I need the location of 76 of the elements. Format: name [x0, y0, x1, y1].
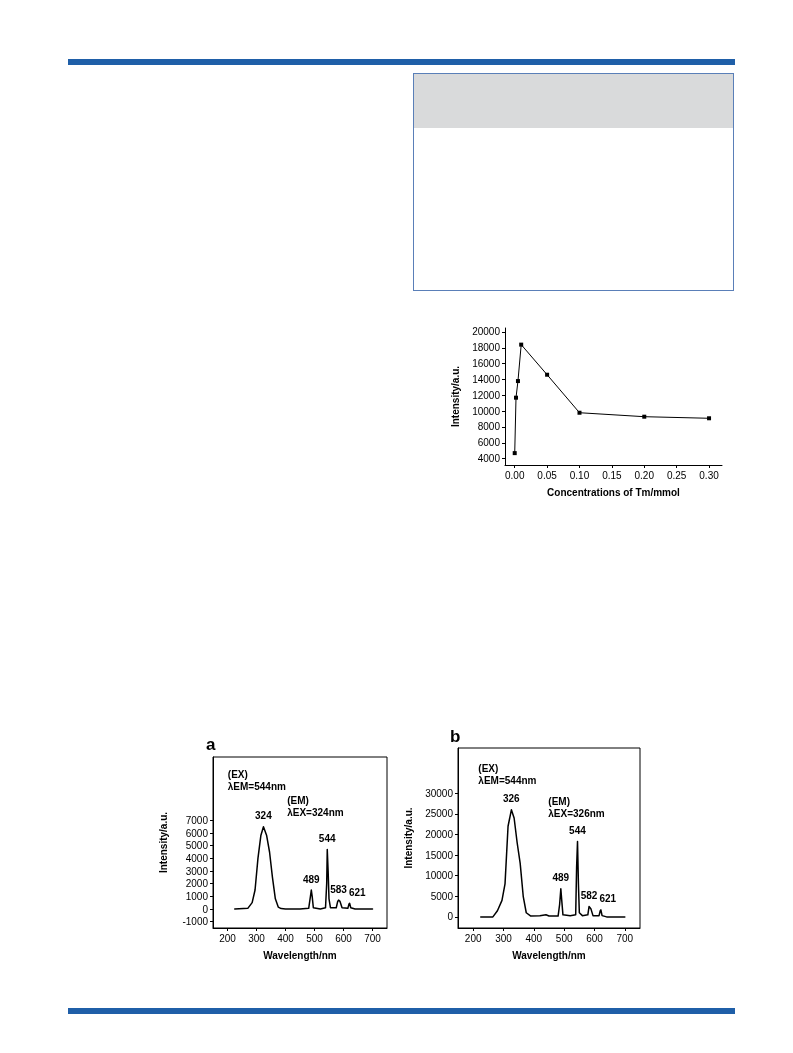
point [519, 342, 524, 347]
line-series [480, 809, 626, 918]
x-tick-label: 600 [586, 932, 604, 944]
x-tick-label: 700 [616, 932, 634, 944]
x-tick-label: 500 [306, 932, 324, 944]
point [707, 416, 712, 421]
annotation: 489 [552, 872, 570, 884]
annotation: 544 [318, 832, 336, 844]
y-tick-label: 2000 [185, 878, 209, 890]
annotation: 489 [302, 873, 321, 885]
x-tick-label: 300 [495, 932, 513, 944]
point [512, 451, 517, 456]
point [514, 395, 519, 400]
annotation: 582 [580, 890, 598, 902]
y-tick-label: 8000 [477, 421, 501, 433]
x-tick-label: 0.05 [537, 469, 558, 481]
y-tick-label: 5000 [430, 890, 454, 902]
point [577, 410, 582, 415]
y-axis-title: Intensity/a.u. [402, 807, 414, 869]
x-axis-title: Wavelength/nm [512, 949, 586, 961]
annotation: 583 [330, 883, 348, 895]
y-tick-label: 4000 [185, 852, 209, 864]
x-tick-label: 400 [277, 932, 295, 944]
y-tick-label: 6000 [185, 827, 209, 839]
annotation: (EM) λEX=324nm [287, 795, 344, 819]
y-tick-label: 3000 [185, 865, 209, 877]
annotation: (EX) λEM=544nm [227, 768, 286, 792]
point [642, 414, 647, 419]
y-tick-label: 10000 [425, 870, 454, 882]
y-tick-label: 4000 [477, 453, 501, 465]
y-tick-label: 12000 [472, 389, 501, 401]
annotation: 621 [348, 886, 367, 898]
y-tick-label: 14000 [472, 373, 501, 385]
x-tick-label: 0.15 [602, 469, 623, 481]
annotation: 621 [599, 893, 617, 905]
y-tick-label: 1000 [185, 890, 209, 902]
y-tick-label: 30000 [425, 787, 454, 799]
annotation: 326 [502, 793, 521, 805]
y-tick-label: 0 [447, 911, 454, 923]
y-tick-label: 15000 [425, 849, 454, 861]
y-tick-label: 7000 [185, 814, 209, 826]
point [515, 379, 520, 384]
chart-title: a [206, 735, 216, 754]
chart-title: b [450, 727, 461, 746]
x-tick-label: 600 [335, 932, 353, 944]
y-tick-label: 10000 [472, 405, 501, 417]
x-axis-title: Concentrations of Tm/mmol [547, 486, 681, 498]
x-tick-label: 200 [464, 932, 482, 944]
x-tick-label: 200 [219, 932, 237, 944]
x-tick-label: 0.30 [699, 469, 720, 481]
x-tick-label: 700 [364, 932, 382, 944]
y-tick-label: 0 [202, 903, 209, 915]
x-tick-label: 0.20 [634, 469, 655, 481]
annotation: (EX) λEM=544nm [478, 762, 537, 786]
x-tick-label: 0.25 [666, 469, 687, 481]
x-tick-label: 0.10 [569, 469, 590, 481]
y-tick-label: -1000 [182, 916, 209, 928]
y-tick-label: 25000 [425, 808, 454, 820]
point [545, 372, 550, 377]
annotation: 324 [255, 810, 273, 822]
y-tick-label: 6000 [477, 437, 501, 449]
x-tick-label: 500 [555, 932, 573, 944]
y-tick-label: 18000 [472, 342, 501, 354]
y-tick-label: 20000 [425, 829, 454, 840]
line-series [234, 825, 374, 910]
x-tick-label: 300 [248, 932, 266, 944]
y-tick-label: 16000 [472, 358, 501, 370]
y-axis-title: Intensity/a.u. [449, 365, 461, 428]
x-tick-label: 0.00 [504, 469, 525, 481]
y-axis-title: Intensity/a.u. [157, 811, 169, 874]
annotation: (EM) λEX=326nm [548, 795, 605, 819]
x-tick-label: 400 [525, 932, 543, 944]
y-tick-label: 5000 [185, 840, 209, 852]
x-axis-title: Wavelength/nm [263, 949, 337, 961]
annotation: 544 [569, 825, 587, 836]
y-tick-label: 20000 [472, 326, 501, 338]
